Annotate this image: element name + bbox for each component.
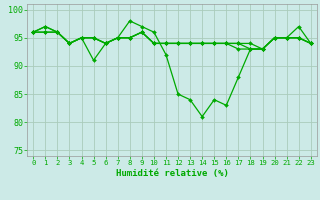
X-axis label: Humidité relative (%): Humidité relative (%) — [116, 169, 228, 178]
